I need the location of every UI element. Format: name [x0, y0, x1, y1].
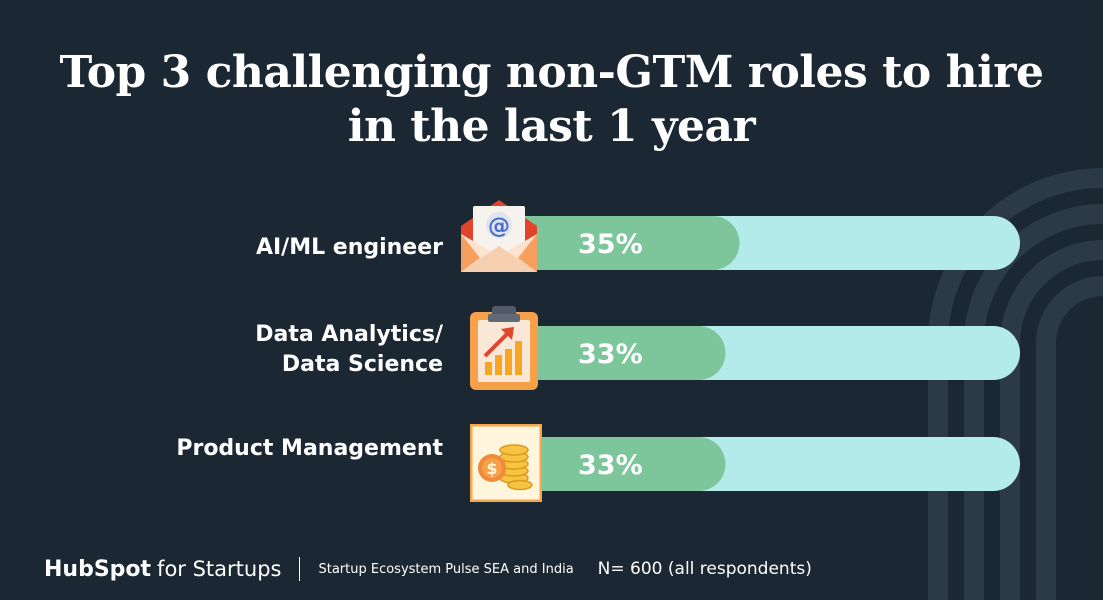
bar [494, 216, 740, 270]
page-title: Top 3 challenging non-GTM roles to hire … [0, 46, 1103, 154]
sample-size: N= 600 (all respondents) [597, 559, 812, 579]
email-envelope-icon: @ [461, 200, 537, 272]
footer-divider [299, 557, 301, 581]
money-coins-icon: $ [470, 424, 542, 502]
footer: HubSpot for Startups Startup Ecosystem P… [44, 552, 812, 586]
svg-text:@: @ [488, 214, 510, 239]
category-label-product-management: Product Management [176, 434, 443, 464]
bar-value-label: 35% [578, 229, 643, 260]
category-label-line: AI/ML engineer [255, 235, 443, 260]
bar [494, 326, 726, 380]
title-line-2: in the last 1 year [347, 101, 756, 152]
bar [494, 437, 726, 491]
clipboard-growth-chart-icon [470, 306, 538, 390]
survey-name: Startup Ecosystem Pulse SEA and India [318, 561, 574, 577]
svg-text:$: $ [486, 459, 497, 478]
brand-suffix: for Startups [157, 557, 282, 581]
title-line-1: Top 3 challenging non-GTM roles to hire [59, 47, 1044, 98]
category-label-data-analytics: Data Analytics/ Data Science [255, 320, 443, 380]
bar-value-label: 33% [578, 339, 643, 370]
category-label-line: Product Management [176, 436, 443, 461]
category-label-line: Data Analytics/ [255, 322, 443, 347]
hubspot-logo: HubSpot [44, 556, 152, 582]
bar-value-label: 33% [578, 450, 643, 481]
category-label-ai-ml: AI/ML engineer [256, 233, 443, 263]
category-label-line: Data Science [281, 352, 443, 377]
